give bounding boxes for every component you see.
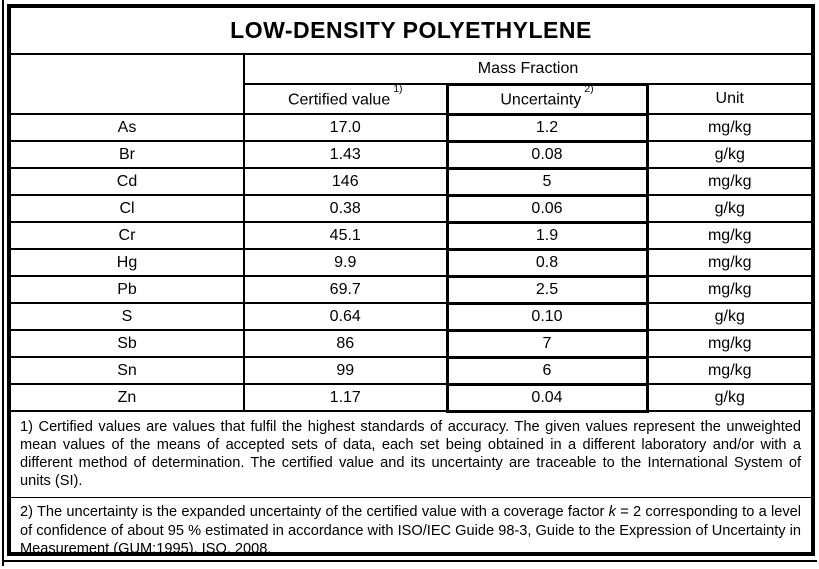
table-row: As 17.0 1.2 mg/kg (10, 112, 813, 143)
unit-cell: mg/kg (645, 221, 813, 250)
uncertainty-cell: 5 (445, 166, 649, 197)
uncertainty-cell: 0.04 (445, 382, 649, 413)
uncertainty-cell: 6 (445, 355, 649, 386)
group-header-row: Mass Fraction (10, 53, 813, 115)
element-symbol-cell: Cl (10, 194, 245, 223)
element-symbol-cell: Sb (10, 329, 245, 358)
unit-cell: g/kg (645, 140, 813, 169)
uncertainty-cell: 1.9 (445, 220, 649, 251)
unit-cell: g/kg (645, 302, 813, 331)
certified-value-cell: 0.38 (243, 194, 448, 223)
element-symbol-cell: Cd (10, 167, 245, 196)
uncertainty-footnote-ref: 2) (584, 84, 594, 95)
unit-cell: mg/kg (645, 167, 813, 196)
uncertainty-cell: 0.10 (445, 301, 649, 332)
certified-value-label: Certified value (287, 91, 391, 109)
element-symbol-cell: S (10, 302, 245, 331)
element-symbol-cell: Hg (10, 248, 245, 277)
footnote-2: 2) The uncertainty is the expanded uncer… (9, 497, 813, 566)
certified-value-cell: 1.17 (243, 383, 448, 412)
table-row: Sb 86 7 mg/kg (10, 328, 813, 359)
table-row: Cr 45.1 1.9 mg/kg (10, 220, 813, 251)
certified-value-cell: 69.7 (243, 275, 448, 304)
unit-cell: mg/kg (645, 275, 813, 304)
table-row: Pb 69.7 2.5 mg/kg (10, 274, 813, 305)
unit-cell: g/kg (645, 383, 813, 412)
unit-cell: g/kg (645, 194, 813, 223)
certified-value-footnote-ref: 1) (393, 84, 403, 95)
uncertainty-cell: 2.5 (445, 274, 649, 305)
uncertainty-cell: 0.08 (445, 139, 649, 170)
table-row: Hg 9.9 0.8 mg/kg (10, 247, 813, 278)
element-symbol-cell: As (10, 113, 245, 142)
table-row: Cd 146 5 mg/kg (10, 166, 813, 197)
footnote-row-2: 2) The uncertainty is the expanded uncer… (9, 497, 813, 566)
unit-cell: mg/kg (645, 356, 813, 385)
table-row: Br 1.43 0.08 g/kg (10, 139, 813, 170)
certified-value-cell: 9.9 (243, 248, 448, 277)
element-symbol-cell: Pb (10, 275, 245, 304)
table-row: Sn 99 6 mg/kg (10, 355, 813, 386)
element-symbol-cell: Br (10, 140, 245, 169)
column-header-row: Certified value1) Uncertainty2) Unit (11, 82, 813, 116)
certified-value-cell: 0.64 (243, 302, 448, 331)
unit-cell: mg/kg (645, 113, 813, 142)
corner-cell (10, 53, 245, 115)
page-edge-line-left (2, 0, 4, 566)
element-symbol-cell: Cr (10, 221, 245, 250)
uncertainty-cell: 1.2 (445, 112, 649, 143)
group-header-mass-fraction: Mass Fraction (242, 53, 813, 85)
certified-value-cell: 99 (243, 356, 448, 385)
certificate-frame: LOW-DENSITY POLYETHYLENE Mass Fraction C… (7, 4, 815, 566)
uncertainty-cell: 0.8 (445, 247, 649, 278)
certificate-table: LOW-DENSITY POLYETHYLENE Mass Fraction C… (9, 7, 813, 566)
unit-cell: mg/kg (645, 329, 813, 358)
unit-cell: mg/kg (645, 248, 813, 277)
certified-value-cell: 17.0 (243, 113, 448, 142)
footnote-row-1: 1) Certified values are values that fulf… (9, 410, 813, 499)
certified-value-cell: 146 (243, 167, 448, 196)
column-header-unit: Unit (645, 83, 813, 115)
table-row: S 0.64 0.10 g/kg (10, 301, 813, 332)
footnote-2-text-after-k: = 2 corresponding to a level of confiden… (20, 504, 802, 557)
table-row: Zn 1.17 0.04 g/kg (10, 382, 813, 413)
certified-value-cell: 1.43 (243, 140, 448, 169)
element-symbol-cell: Zn (10, 383, 245, 412)
table-row: Cl 0.38 0.06 g/kg (10, 193, 813, 224)
uncertainty-cell: 0.06 (445, 193, 649, 224)
certified-value-cell: 86 (243, 329, 448, 358)
footnote-2-k-symbol: k (608, 504, 616, 521)
uncertainty-cell: 7 (445, 328, 649, 359)
footnote-1: 1) Certified values are values that fulf… (9, 410, 813, 499)
title-row: LOW-DENSITY POLYETHYLENE (9, 7, 813, 55)
page-title: LOW-DENSITY POLYETHYLENE (9, 7, 813, 55)
column-header-certified-value: Certified value1) (243, 83, 448, 115)
footnote-2-text-before-k: 2) The uncertainty is the expanded uncer… (20, 504, 609, 521)
column-header-uncertainty: Uncertainty2) (445, 82, 649, 116)
element-symbol-cell: Sn (10, 356, 245, 385)
certified-value-cell: 45.1 (243, 221, 448, 250)
uncertainty-label: Uncertainty (500, 91, 582, 109)
